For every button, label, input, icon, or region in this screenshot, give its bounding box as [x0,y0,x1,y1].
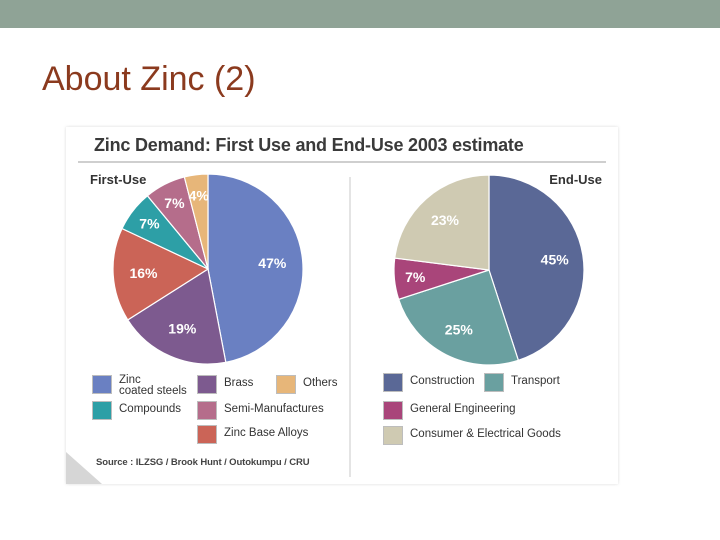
legend-label: General Engineering [410,403,516,415]
slice-percent-label: 19% [168,320,197,336]
legend-item: Others [276,375,338,394]
pie-slice [126,268,227,365]
legend-swatch [484,373,504,392]
slice-percent-label: 7% [139,216,160,232]
slice-percent-label: 25% [445,321,474,337]
legend-item: Compounds [92,401,181,420]
pie-end-use: 45% 25% 7% 23% End-Use [393,172,602,366]
legend-label: Construction [410,375,475,387]
legend-label: Consumer & Electrical Goods [410,428,561,440]
slice-percent-label: 7% [164,195,185,211]
legend-item: Construction [383,373,475,392]
legend-swatch [197,401,217,420]
slice-percent-label: 45% [541,252,570,268]
legend-label: Brass [224,377,254,389]
legend-item: Semi-Manufactures [197,401,324,420]
pie-slice [397,269,520,366]
legend-label: Compounds [119,403,182,415]
legend-label: Semi-Manufactures [224,403,324,415]
pie-slice [488,174,585,362]
pie-title: First-Use [90,172,146,187]
chart-figure: Zinc Demand: First Use and End-Use 2003 … [66,127,618,484]
legend-swatch [92,375,112,394]
legend-label: Others [303,377,338,389]
slide-title: About Zinc (2) [42,60,256,98]
figure-title: Zinc Demand: First Use and End-Use 2003 … [94,135,524,155]
legend-item: Brass [197,375,253,394]
pie-title: End-Use [549,172,602,187]
legend-swatch [197,375,217,394]
pie-first-use: 47%19%16%7%7% 4%First-Use [90,172,304,365]
legend-label: Zinc Base Alloys [224,427,309,439]
legend-item: Transport [484,373,560,392]
legend-item: Zinc coated steels [92,374,187,397]
legend-swatch [383,401,403,420]
legend-swatch [383,373,403,392]
pie-slice [207,173,304,364]
legend-label: Zinc coated steels [119,374,187,397]
legend-label: Transport [511,375,560,387]
legend-swatch [92,401,112,420]
pie-slice [394,174,490,271]
legend-item: Zinc Base Alloys [197,425,308,444]
slice-percent-label: 47% [258,255,287,271]
legend-item: General Engineering [383,401,516,420]
slice-percent-label: 23% [431,212,460,228]
corner-decoration [66,452,102,484]
pie-charts-svg: 47%19%16%7%7% 4%First-Use45%25%7%23%End-U… [90,172,602,366]
pie-slice [112,227,210,321]
slice-percent-label: 16% [129,265,158,281]
slice-percent-label: 7% [405,269,426,285]
panel-divider [349,177,351,477]
source-note: Source : ILZSG / Brook Hunt / Outokumpu … [96,457,310,468]
legend-swatch [276,375,296,394]
legend-item: Consumer & Electrical Goods [383,426,561,445]
top-bar [0,0,720,28]
slice-percent-label: 4% [189,188,210,204]
title-rule [78,161,606,163]
legend-swatch [197,425,217,444]
legend-swatch [383,426,403,445]
pie-slice [183,173,209,270]
